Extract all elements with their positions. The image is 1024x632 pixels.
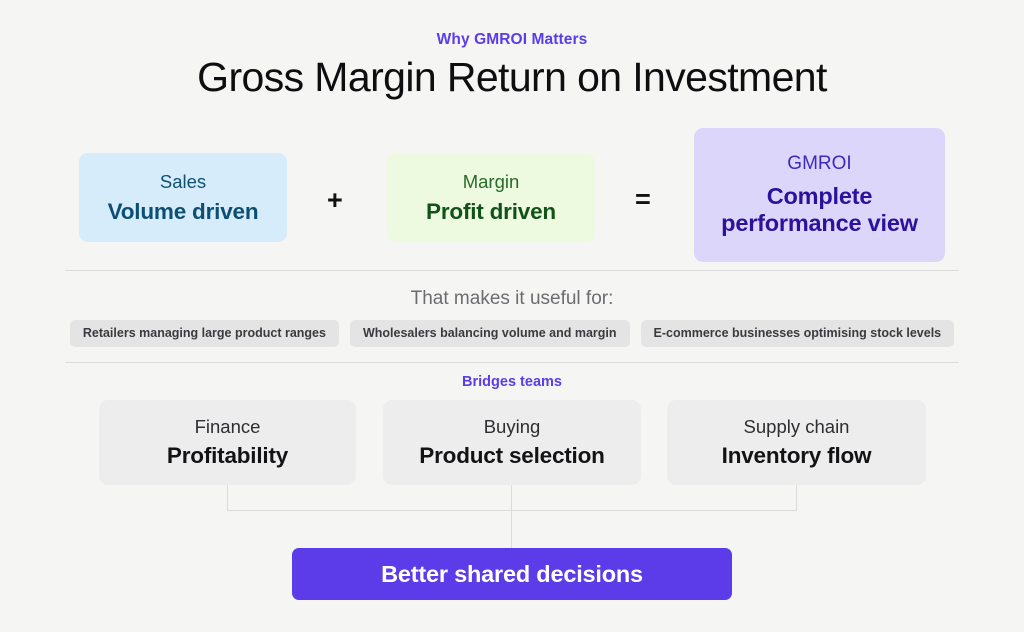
team-card-supply-chain-value: Inventory flow — [721, 443, 872, 469]
formula-card-gmroi-label: GMROI — [787, 152, 852, 174]
page-title: Gross Margin Return on Investment — [197, 54, 827, 100]
useful-for-pill: Wholesalers balancing volume and margin — [349, 320, 630, 348]
formula-card-sales-label: Sales — [159, 170, 207, 192]
team-card-finance-value: Profitability — [166, 443, 289, 469]
outcome-banner: Better shared decisions — [292, 548, 732, 600]
useful-for-title: That makes it useful for: — [410, 288, 614, 309]
divider-above-useful-for — [65, 270, 959, 271]
formula-card-sales: Sales Volume driven — [79, 153, 287, 242]
team-card-buying-label: Buying — [483, 415, 541, 437]
team-card-finance-label: Finance — [194, 415, 261, 437]
equals-operator-icon: = — [635, 184, 651, 214]
team-card-buying-value: Product selection — [419, 443, 605, 469]
connector-line-horizontal — [227, 510, 797, 511]
useful-for-pill-row: Retailers managing large product ranges … — [0, 320, 1024, 348]
team-card-finance: Finance Profitability — [99, 400, 356, 485]
connector-line-middle-stub — [511, 485, 512, 511]
formula-card-margin-label: Margin — [462, 170, 520, 192]
team-card-buying: Buying Product selection — [383, 400, 641, 485]
connector-line-right-stub — [796, 485, 797, 511]
eyebrow-label: Why GMROI Matters — [436, 31, 588, 48]
team-card-row: Finance Profitability Buying Product sel… — [0, 400, 1024, 485]
formula-card-margin: Margin Profit driven — [387, 153, 595, 242]
plus-operator-icon: + — [327, 185, 343, 215]
formula-card-gmroi-value-line2: performance view — [721, 210, 918, 237]
formula-card-margin-value: Profit driven — [426, 198, 556, 224]
divider-above-bridges-teams — [65, 362, 959, 363]
useful-for-pill: Retailers managing large product ranges — [69, 320, 339, 348]
connector-line-left-stub — [227, 485, 228, 511]
team-card-supply-chain: Supply chain Inventory flow — [667, 400, 926, 485]
formula-card-gmroi-value: Complete performance view — [721, 183, 918, 238]
team-card-supply-chain-label: Supply chain — [743, 415, 850, 437]
formula-card-gmroi: GMROI Complete performance view — [694, 128, 945, 262]
formula-card-sales-value: Volume driven — [107, 198, 259, 224]
useful-for-pill: E-commerce businesses optimising stock l… — [640, 320, 955, 348]
bridges-teams-label: Bridges teams — [462, 374, 562, 390]
formula-row: Sales Volume driven + Margin Profit driv… — [0, 128, 1024, 270]
outcome-banner-text: Better shared decisions — [381, 560, 643, 587]
formula-card-gmroi-value-line1: Complete — [766, 182, 873, 209]
connector-line-to-outcome — [511, 510, 512, 548]
